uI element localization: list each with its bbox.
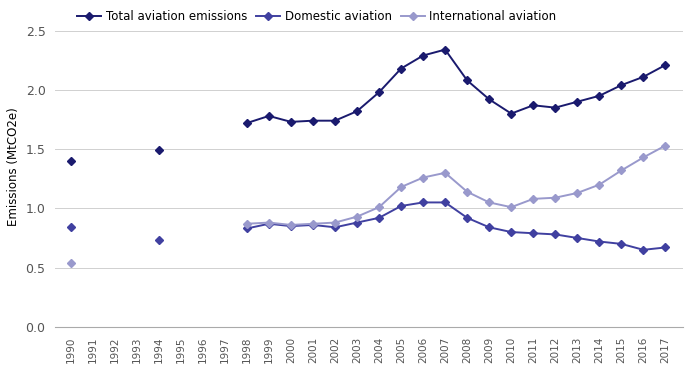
- Legend: Total aviation emissions, Domestic aviation, International aviation: Total aviation emissions, Domestic aviat…: [74, 6, 560, 27]
- Y-axis label: Emissions (MtCO2e): Emissions (MtCO2e): [7, 108, 20, 226]
